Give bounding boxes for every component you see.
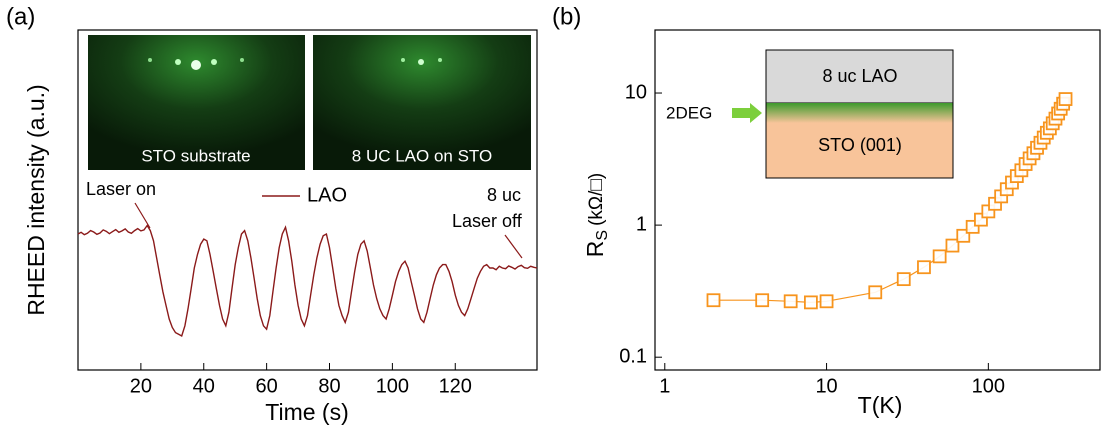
annotation-arrow [505, 235, 522, 258]
panel-label: (a) [6, 3, 35, 30]
data-point [707, 294, 719, 306]
y-title-sub: S [594, 230, 611, 241]
x-axis-title: T(K) [858, 392, 903, 418]
x-axis-title: Time (s) [265, 399, 348, 425]
data-point [805, 296, 817, 308]
y-tick-label: 10 [625, 81, 647, 103]
data-point [756, 294, 768, 306]
image-caption: 8 UC LAO on STO [352, 146, 492, 165]
inset-label: 8 uc LAO [822, 66, 897, 86]
inset-label: 2DEG [666, 103, 712, 122]
x-tick-label: 20 [130, 375, 152, 397]
panel-label: (b) [552, 3, 581, 30]
y-tick-label: 1 [636, 213, 647, 235]
x-tick-label: 100 [972, 375, 1005, 397]
x-tick-label: 10 [815, 375, 837, 397]
legend-label: LAO [307, 184, 347, 206]
data-point [898, 273, 910, 285]
x-tick-label: 40 [193, 375, 215, 397]
data-point [785, 295, 797, 307]
inset-label: STO (001) [818, 135, 902, 155]
x-tick-label: 100 [376, 375, 409, 397]
data-point [918, 261, 930, 273]
x-tick-label: 120 [439, 375, 472, 397]
data-line [78, 226, 537, 337]
annotation: Laser on [86, 179, 156, 199]
image-caption: STO substrate [141, 146, 250, 165]
data-point [869, 286, 881, 298]
y-axis-title: RHEED intensity (a.u.) [23, 84, 49, 315]
y-axis-title: RS (kΩ/□) [582, 173, 611, 257]
y-title-main: R [582, 241, 608, 258]
x-tick-label: 80 [318, 375, 340, 397]
figure: (a) STO substrate 8 UC LAO on STO Laser … [0, 0, 1109, 442]
data-point [821, 295, 833, 307]
y-tick-label: 0.1 [619, 345, 647, 367]
y-title-unit: (kΩ/□) [586, 173, 607, 226]
x-tick-label: 1 [659, 375, 670, 397]
data-point [934, 250, 946, 262]
annotation: 8 uc [487, 185, 521, 205]
data-point [1060, 93, 1072, 105]
annotation: Laser off [452, 211, 523, 231]
x-tick-label: 60 [256, 375, 278, 397]
annotation-arrow [135, 203, 150, 228]
